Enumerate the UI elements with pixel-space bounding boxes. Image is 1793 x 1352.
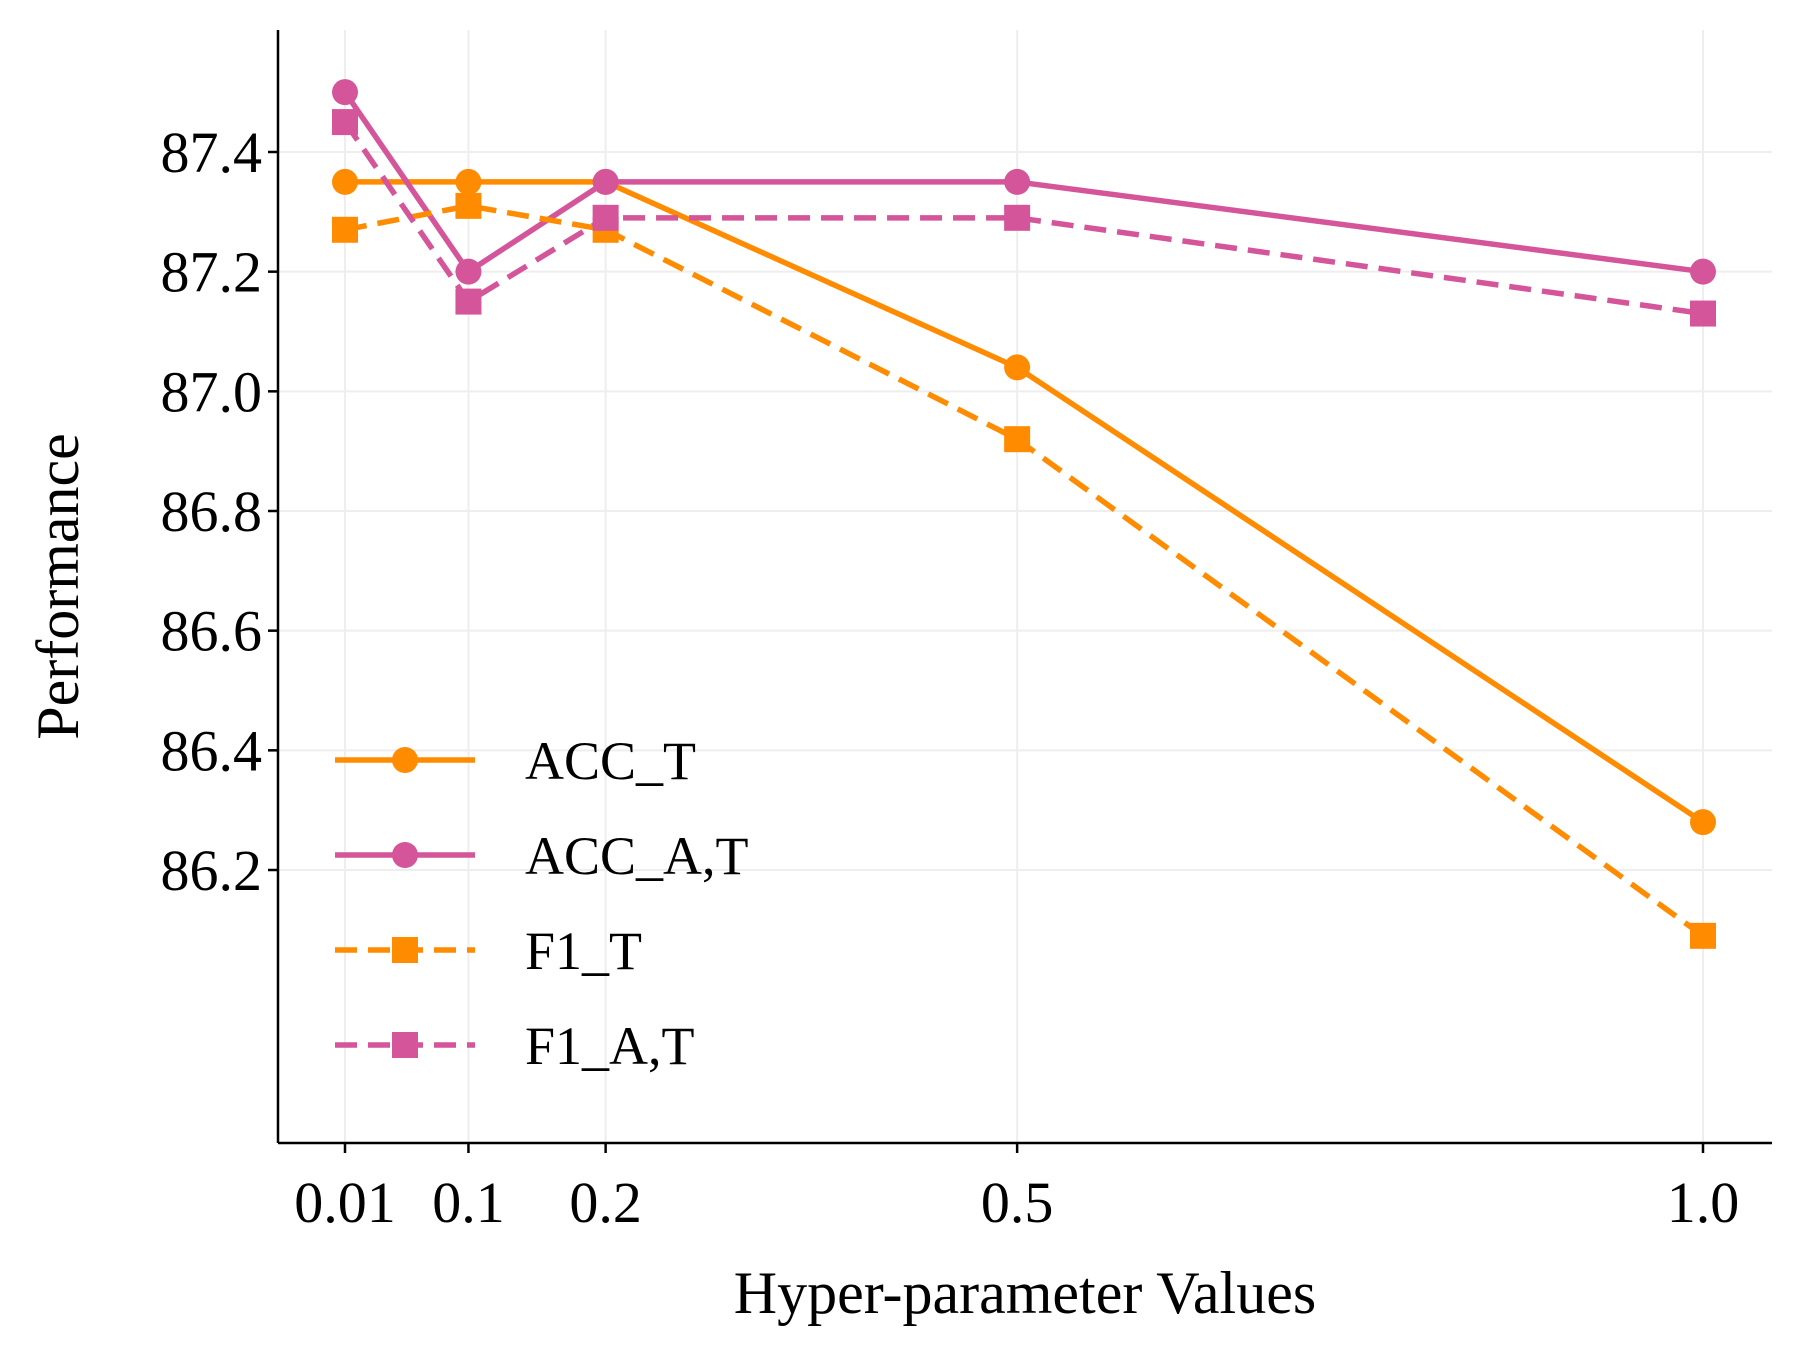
x-tick-label: 0.2 [569, 1170, 642, 1235]
data-point [455, 288, 482, 315]
data-point [332, 216, 358, 243]
data-point [1004, 354, 1031, 381]
x-tick-label: 0.5 [981, 1170, 1054, 1235]
data-point [332, 79, 358, 106]
data-point [1690, 300, 1716, 327]
x-tick-label: 1.0 [1667, 1170, 1740, 1235]
data-point [1004, 426, 1031, 453]
y-tick-label: 87.4 [161, 120, 263, 185]
data-point [1690, 922, 1716, 949]
legend-marker [392, 937, 418, 963]
data-point [455, 192, 482, 219]
y-tick-label: 86.8 [161, 479, 263, 544]
y-axis-title: Performance [25, 433, 91, 740]
legend-label: ACC_T [525, 731, 696, 791]
data-point [332, 109, 358, 136]
legend-item: ACC_A,T [335, 826, 749, 886]
y-tick-label: 86.2 [161, 838, 263, 903]
legend-marker [392, 842, 418, 868]
legend-item: F1_A,T [335, 1016, 695, 1076]
x-tick-label: 0.01 [294, 1170, 396, 1235]
legend-item: F1_T [335, 921, 642, 981]
legend: ACC_T ACC_A,T F1_T F1_A,T [335, 731, 749, 1076]
x-axis-title: Hyper-parameter Values [734, 1260, 1316, 1326]
ticks-layer: 0.01 0.1 0.2 0.5 1.0 86.2 86.4 86.6 86.8 87.0 87.2… [161, 120, 1740, 1235]
data-point [455, 168, 482, 195]
data-point [1690, 258, 1716, 285]
axes-layer [276, 30, 1772, 1145]
legend-label: F1_T [525, 921, 642, 981]
y-tick-label: 87.0 [161, 359, 263, 424]
y-tick-label: 87.2 [161, 240, 263, 305]
y-tick-label: 86.6 [161, 599, 263, 664]
data-point [1690, 809, 1716, 836]
legend-label: F1_A,T [525, 1016, 695, 1076]
legend-label: ACC_A,T [525, 826, 749, 886]
series-line [345, 179, 1705, 825]
series-layer [332, 79, 1716, 949]
legend-item: ACC_T [335, 731, 696, 791]
data-point [1004, 204, 1031, 231]
data-point [592, 168, 619, 195]
series-f1-a-t [332, 109, 1716, 327]
legend-marker [392, 1032, 418, 1058]
data-point [332, 168, 358, 195]
data-point [1004, 168, 1031, 195]
y-tick-label: 86.4 [161, 718, 263, 783]
legend-marker [392, 747, 418, 773]
x-tick-label: 0.1 [432, 1170, 505, 1235]
data-point [455, 258, 482, 285]
grid-layer [278, 30, 1772, 1143]
data-point [592, 204, 619, 231]
